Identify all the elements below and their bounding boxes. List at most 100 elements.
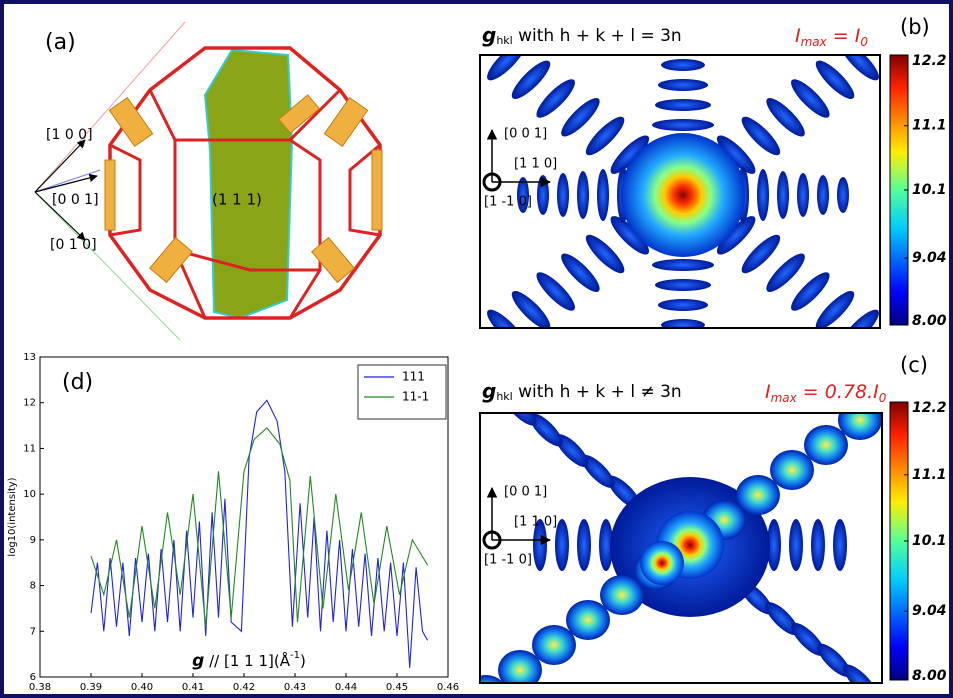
panel-label: (c) [900,353,928,377]
legend-label: 11-1 [402,390,429,404]
panel-a: (a) [1 0 0] [0 0 1] [0 1 0] (1 1 1) [34,21,383,341]
subscript: 0 [860,35,868,49]
series-line [90,427,429,627]
y-tick-label: 13 [23,352,36,363]
colorbar-tick-label: 10.1 [912,533,947,549]
title-text: with h + k + l ≠ 3n [513,382,682,402]
symbol: I [795,25,801,47]
x-tick-label: 0.42 [233,682,255,693]
map-image [481,414,881,682]
symbol: g [482,23,496,47]
side-lobe [577,519,591,571]
arrow [34,173,98,193]
panel-b: [0 0 1] [1 1 0] [1 -1 0] ghkl with h + k + … [479,15,947,329]
arm-lobe [581,454,615,488]
arm-lobe [840,56,879,81]
edge [288,138,322,319]
symbol: I [855,25,861,47]
panel-title: ghkl with h + k + l ≠ 3n [482,379,682,404]
chain-blob [566,600,610,640]
y-tick-label: 11 [23,443,36,454]
label-text: ) [300,652,306,670]
arrow [34,139,86,193]
arm-lobe [585,116,625,156]
arm-lobe [511,290,551,327]
panel-label: (b) [900,15,930,39]
title-text: with h + k + l = 3n [513,26,682,46]
axis-circle [482,530,502,550]
side-lobe [661,319,705,327]
x-tick-label: 0.41 [182,682,204,693]
y-tick-label: 7 [30,626,36,637]
direction-label: [1 -1 0] [484,553,532,568]
direction-label: [0 0 1] [52,192,99,208]
series-line [90,399,429,668]
x-tick-label: 0.46 [437,682,459,693]
direction-label: [1 1 0] [514,515,557,530]
subscript: max [801,35,828,49]
arm-lobe [555,434,589,468]
subscript: hkl [496,34,512,47]
subscript: 0 [879,391,887,405]
bar [371,149,383,231]
intensity-label: Imax = 0.78.I0 [765,381,887,405]
side-lobe [817,175,829,215]
side-lobe [767,519,781,571]
chain-blob [498,650,542,682]
side-lobe [797,173,809,217]
arm-lobe [536,79,575,118]
arm-lobe [766,98,805,137]
arm-lobe [561,98,600,137]
subscript: max [771,391,798,405]
subscript: hkl [496,390,512,403]
direction-label: [0 1 0] [50,237,97,253]
direction-label: [0 0 1] [504,485,547,500]
bar [104,159,116,231]
chain-blob [804,425,848,465]
y-tick-label: 12 [23,398,36,409]
side-lobe [655,99,711,111]
arm-lobe [817,643,851,677]
chain-blob [770,450,814,490]
map-image [481,56,879,327]
guide-line [34,169,101,193]
side-lobe [517,177,529,213]
edge [109,143,142,237]
colorbar-tick-label: 9.04 [912,603,947,619]
arm-lobe [791,622,825,656]
y-tick-label: 10 [23,489,36,500]
arm-lobe [741,116,781,156]
relation: = 0.78. [797,381,873,403]
arm-lobe [815,60,855,100]
x-tick-label: 0.44 [335,682,357,693]
colorbar-tick-label: 8.00 [912,313,947,329]
arm-lobe [741,234,781,274]
bar [323,96,369,148]
arm-lobe [536,272,575,311]
side-lobe [658,299,708,311]
panel-d: 0.38 0.39 0.40 0.41 0.42 0.43 0.44 0.45 0.46 6 7 8 9… [7,352,459,693]
side-lobe [658,79,708,91]
arm-lobe [766,253,805,292]
axis-circle [482,172,502,192]
arm-lobe [815,290,855,327]
bar [149,236,193,284]
arrow [34,191,86,241]
side-lobe [599,519,613,571]
arm-lobe [716,216,756,255]
relation: = [827,25,855,47]
arm-lobe [716,135,756,174]
legend-box [357,364,447,420]
colorbar-tick-label: 12.2 [912,53,947,69]
core [621,133,745,257]
colorbar-tick-label: 9.04 [912,250,947,266]
y-tick-label: 9 [30,535,36,546]
chain-blob [838,414,881,440]
arm-lobe [511,60,551,100]
arm-lobe [503,414,537,426]
chain-blob [736,475,780,515]
y-axis-label: log10(intensity) [7,477,18,556]
side-lobe [655,279,711,291]
x-tick-label: 0.45 [386,682,408,693]
x-tick-label: 0.38 [29,682,51,693]
